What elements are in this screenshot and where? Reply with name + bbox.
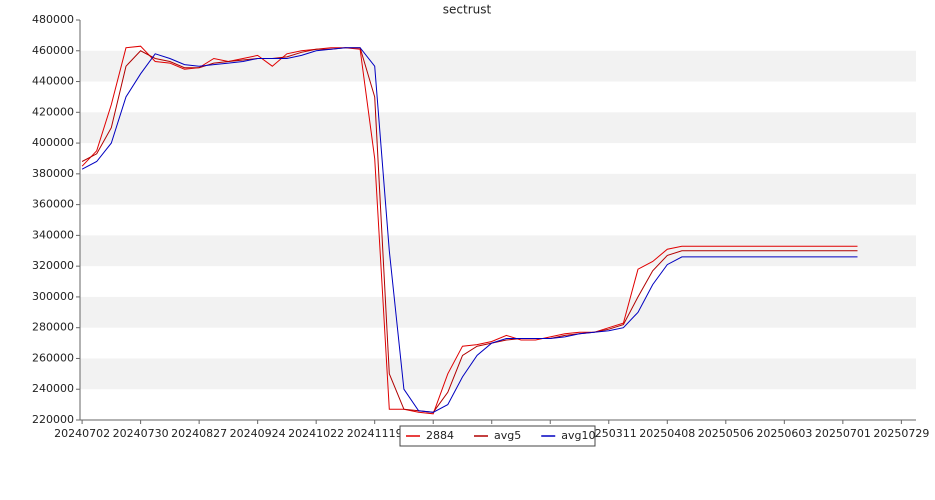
x-tick-label: 20240827 [171,427,227,440]
x-tick-label: 20240702 [54,427,110,440]
grid-band [80,50,916,82]
grid-band [80,358,916,390]
series-line [81,45,858,415]
x-tick-label: 20250603 [756,427,812,440]
x-tick-label: 20240924 [230,427,286,440]
y-tick-label: 300000 [32,290,74,303]
legend-label: avg5 [494,429,521,442]
legend-box [399,425,596,447]
legend-label: 2884 [426,429,454,442]
x-tick-label: 20250701 [815,427,871,440]
y-tick-label: 440000 [32,75,74,88]
y-tick-label: 420000 [32,105,74,118]
x-tick-label: 20250506 [698,427,754,440]
x-tick-label: 20250729 [873,427,929,440]
y-tick-label: 220000 [32,413,74,426]
x-tick-label: 20241022 [288,427,344,440]
x-tick-label: 20240730 [113,427,169,440]
y-tick-label: 340000 [32,228,74,241]
y-tick-label: 240000 [32,382,74,395]
grid-band [80,296,916,328]
y-tick-label: 280000 [32,321,74,334]
x-tick-label: 20241119 [347,427,403,440]
grid-band [80,112,916,144]
series-line [81,47,858,413]
x-tick-label: 20250408 [639,427,695,440]
y-tick-label: 460000 [32,44,74,57]
series-line [81,47,858,413]
legend-label: avg10 [561,429,595,442]
chart-title: sectrust [443,3,492,17]
y-tick-label: 320000 [32,259,74,272]
grid-band [80,173,916,205]
y-tick-label: 360000 [32,198,74,211]
legend: 2884 avg5 avg10 [399,425,596,447]
y-tick-label: 400000 [32,136,74,149]
y-tick-label: 480000 [32,13,74,26]
y-tick-label: 260000 [32,351,74,364]
y-tick-label: 380000 [32,167,74,180]
